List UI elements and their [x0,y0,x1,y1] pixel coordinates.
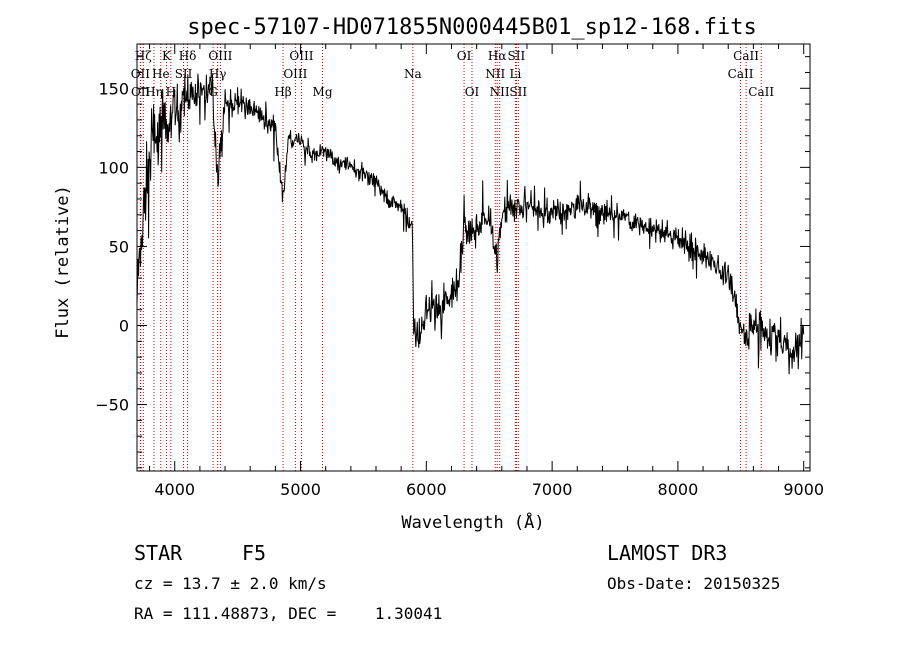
line-label: OI [457,49,472,63]
spectrum-line [136,73,805,375]
y-tick-label: 0 [119,317,129,336]
x-axis-label: Wavelength (Å) [401,511,544,533]
line-label: H [166,85,176,99]
x-tick-label: 6000 [406,480,447,499]
spectrum-series [136,73,805,375]
x-tick-label: 9000 [783,480,824,499]
y-tick-label: 50 [109,237,129,256]
line-label: SII [509,85,527,99]
line-label: OII [131,67,151,81]
line-label: Hζ [135,49,152,63]
survey-name: LAMOST DR3 [607,541,728,565]
object-type: STAR [134,541,183,565]
line-label: OIII [283,67,307,81]
line-label: NII [490,85,510,99]
line-label: OI [465,85,480,99]
line-label: Li [509,67,521,81]
y-tick-label: −50 [95,396,129,415]
line-label: OIII [289,49,313,63]
line-label: Mg [313,85,333,99]
x-tick-label: 7000 [532,480,573,499]
x-tick-label: 4000 [154,480,195,499]
line-label: NII [485,67,505,81]
y-tick-label: 150 [98,79,129,98]
x-axis: 4000 5000 6000 7000 8000 9000 [149,44,824,499]
line-label: CaII [733,49,759,63]
spectral-subclass: F5 [242,541,267,565]
y-axis: −50 0 50 100 150 [95,56,810,469]
line-label: SII [508,49,526,63]
x-tick-label: 8000 [658,480,699,499]
line-label: SII [175,67,193,81]
y-axis-label: Flux (relative) [53,185,73,339]
line-label: CaII [728,67,754,81]
line-label: Hδ [179,49,197,63]
redshift-value: cz = 13.7 ± 2.0 km/s [134,574,327,593]
plot-frame [136,43,811,472]
line-label: Na [404,67,422,81]
line-label: Hβ [274,85,291,99]
y-tick-label: 100 [98,158,129,177]
line-label: Hγ [209,67,227,81]
line-label: Hα [488,49,507,63]
line-label: K [162,49,172,63]
line-label: Hη [145,85,163,99]
line-label: He [152,67,170,81]
line-label: OIII [208,49,232,63]
x-tick-label: 5000 [280,480,321,499]
coordinates: RA = 111.48873, DEC = 1.30041 [134,604,443,623]
observation-date: Obs-Date: 20150325 [607,574,781,593]
line-label: CaII [748,85,774,99]
chart-title: spec-57107-HD071855N000445B01_sp12-168.f… [187,15,757,40]
